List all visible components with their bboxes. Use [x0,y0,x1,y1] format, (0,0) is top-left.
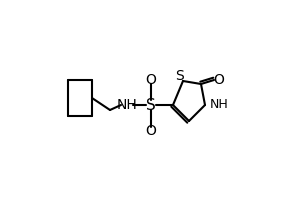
Text: S: S [176,69,184,83]
Text: S: S [146,98,156,112]
Text: O: O [146,124,156,138]
Text: O: O [146,73,156,87]
Text: NH: NH [117,98,137,112]
Text: O: O [214,73,224,87]
Text: NH: NH [210,98,229,112]
